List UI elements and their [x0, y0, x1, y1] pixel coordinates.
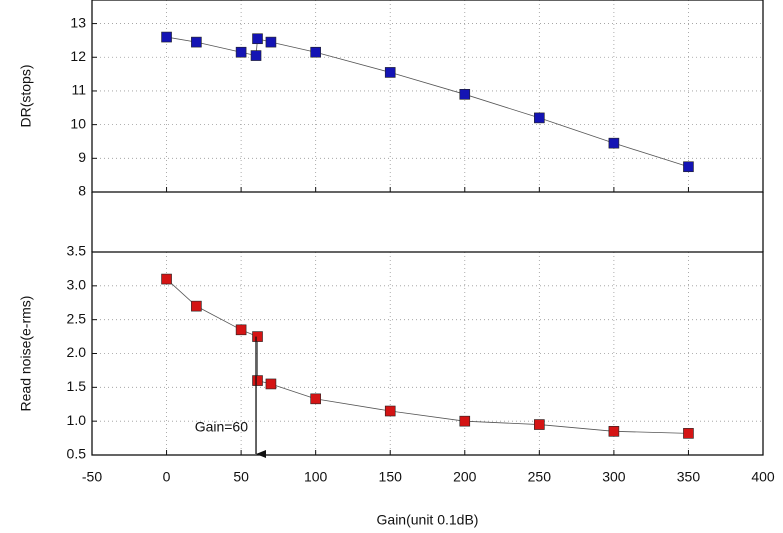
marker	[265, 378, 277, 390]
y-tick-label: 2.0	[67, 344, 87, 360]
marker	[235, 46, 247, 58]
y-axis-label: DR(stops)	[18, 64, 34, 127]
x-tick-label: 250	[528, 469, 552, 485]
marker	[252, 331, 263, 342]
marker	[683, 428, 694, 439]
marker	[250, 50, 262, 61]
x-tick-label: 200	[453, 469, 477, 485]
series-line	[166, 278, 689, 434]
marker	[191, 36, 202, 48]
y-tick-label: 8	[78, 183, 86, 199]
marker	[384, 405, 396, 417]
marker	[608, 426, 620, 437]
marker	[534, 419, 545, 430]
annotation-text: Gain=60	[195, 419, 249, 435]
y-tick-label: 3.0	[67, 277, 87, 293]
y-tick-label: 2.5	[67, 310, 87, 326]
marker	[310, 46, 321, 58]
x-tick-label: 400	[751, 469, 775, 485]
marker	[459, 415, 471, 427]
plot-frame	[91, 251, 764, 456]
y-tick-label: 13	[70, 14, 86, 30]
marker	[459, 89, 471, 100]
y-tick-label: 10	[70, 115, 86, 131]
marker	[235, 324, 247, 336]
marker	[252, 375, 263, 386]
series-line	[166, 36, 689, 168]
x-tick-label: 0	[163, 469, 171, 485]
marker	[161, 31, 172, 43]
y-tick-label: 12	[70, 48, 86, 64]
x-tick-label: 100	[304, 469, 328, 485]
marker	[683, 161, 694, 173]
marker	[384, 67, 396, 78]
marker	[310, 393, 321, 405]
y-axis-label: Read noise(e-rms)	[18, 296, 34, 412]
x-tick-label: 50	[233, 469, 249, 485]
x-tick-label: 300	[602, 469, 626, 485]
marker	[191, 300, 202, 312]
marker	[265, 36, 277, 48]
y-tick-label: 3.5	[67, 243, 87, 259]
marker	[608, 137, 620, 149]
y-tick-label: 11	[71, 82, 86, 98]
plot-frame	[91, 0, 764, 193]
marker	[161, 273, 172, 285]
marker	[534, 112, 545, 124]
x-axis-label: Gain(unit 0.1dB)	[377, 512, 479, 528]
x-tick-label: 350	[677, 469, 701, 485]
x-tick-label: -50	[82, 469, 102, 485]
y-tick-label: 9	[78, 149, 86, 165]
x-tick-label: 150	[379, 469, 403, 485]
y-tick-label: 1.0	[67, 412, 87, 428]
y-tick-label: 0.5	[67, 446, 87, 462]
marker	[252, 33, 263, 45]
y-tick-label: 1.5	[67, 378, 87, 394]
